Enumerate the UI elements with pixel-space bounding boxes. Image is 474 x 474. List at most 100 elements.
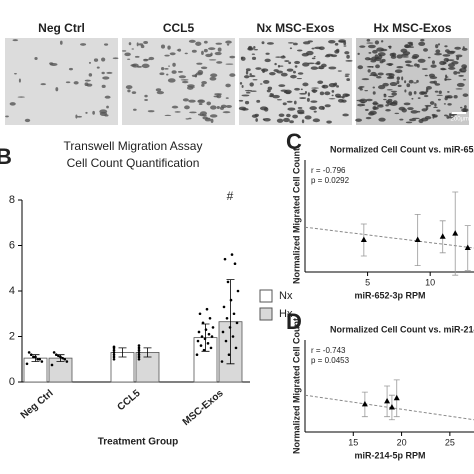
cell <box>367 69 371 73</box>
cell <box>421 117 429 122</box>
cell <box>427 56 431 59</box>
cell <box>245 70 249 75</box>
stat-annotation: p = 0.0292 <box>311 176 350 185</box>
data-point <box>233 262 237 266</box>
cell <box>273 69 279 72</box>
cell <box>365 116 372 120</box>
cell <box>199 114 207 117</box>
data-point <box>137 351 141 354</box>
chart-title: Normalized Cell Count vs. miR-214- <box>330 324 474 334</box>
cell <box>334 49 340 54</box>
cell <box>210 118 214 123</box>
cell <box>385 100 390 104</box>
cell <box>197 70 204 75</box>
cell <box>438 90 442 95</box>
stat-annotation: p = 0.0453 <box>311 356 350 365</box>
cell <box>49 62 54 65</box>
data-point <box>227 353 231 357</box>
cell <box>254 113 259 117</box>
cell <box>379 54 382 57</box>
data-point <box>137 346 141 350</box>
cell <box>328 66 337 70</box>
data-point <box>112 348 116 352</box>
cell <box>379 60 384 64</box>
cell <box>251 53 256 55</box>
cell <box>420 91 426 95</box>
cell <box>424 104 432 107</box>
cell <box>75 114 78 119</box>
data-point <box>360 236 367 242</box>
cell <box>356 99 365 102</box>
cell <box>325 53 334 57</box>
cell <box>197 100 204 102</box>
data-point <box>414 236 421 242</box>
cell <box>280 55 286 59</box>
legend-swatch <box>259 289 273 303</box>
y-axis-label: Normalized Migrated Cell Count <box>291 148 301 284</box>
data-point <box>196 339 200 343</box>
cell <box>456 56 460 61</box>
image-label: Neg Ctrl <box>38 21 85 35</box>
micrograph <box>239 38 352 125</box>
cell <box>372 49 378 54</box>
cell <box>444 114 448 117</box>
cell <box>413 90 417 95</box>
cell <box>448 66 456 70</box>
cell <box>264 58 271 63</box>
cell <box>418 41 426 46</box>
cell <box>401 53 409 57</box>
cell <box>386 89 393 91</box>
cell <box>216 61 223 64</box>
cell <box>106 71 113 74</box>
data-point <box>50 363 54 367</box>
data-point <box>205 307 209 311</box>
cell <box>161 66 165 71</box>
data-point <box>112 353 116 357</box>
cell <box>376 75 382 79</box>
cell <box>172 62 176 67</box>
cell <box>279 65 284 67</box>
cell <box>106 105 109 109</box>
cell <box>355 118 362 122</box>
cell <box>334 82 338 86</box>
cell <box>130 64 137 67</box>
cell <box>208 59 217 61</box>
cell <box>225 63 234 65</box>
cell <box>342 113 349 117</box>
cell <box>444 45 448 48</box>
cell <box>86 83 93 87</box>
cell <box>201 81 207 85</box>
data-point <box>195 353 199 357</box>
cell <box>225 97 229 99</box>
cell <box>377 72 384 76</box>
cell <box>99 109 108 114</box>
cell <box>287 42 294 44</box>
y-tick-label: 6 <box>9 239 15 251</box>
data-point <box>393 394 400 401</box>
cell <box>343 45 347 47</box>
cell <box>372 74 378 76</box>
data-point <box>361 400 368 407</box>
cell <box>263 79 270 84</box>
cell <box>407 107 414 111</box>
legend-swatch <box>259 307 273 321</box>
cell <box>131 48 135 50</box>
cell <box>311 47 315 50</box>
cell <box>164 68 169 70</box>
error-bar <box>143 347 152 358</box>
x-axis-label: Treatment Group <box>98 437 179 448</box>
cell <box>459 67 467 73</box>
data-point <box>198 312 202 316</box>
cell <box>73 81 79 85</box>
cell <box>143 58 148 62</box>
data-point <box>208 317 212 320</box>
cell <box>177 70 183 73</box>
cell <box>207 47 216 51</box>
image-label: CCL5 <box>163 21 195 35</box>
data-point <box>228 326 232 329</box>
cell <box>408 91 413 96</box>
cell <box>253 45 256 49</box>
cell <box>96 66 100 69</box>
cell <box>102 76 110 80</box>
cell <box>144 94 148 98</box>
